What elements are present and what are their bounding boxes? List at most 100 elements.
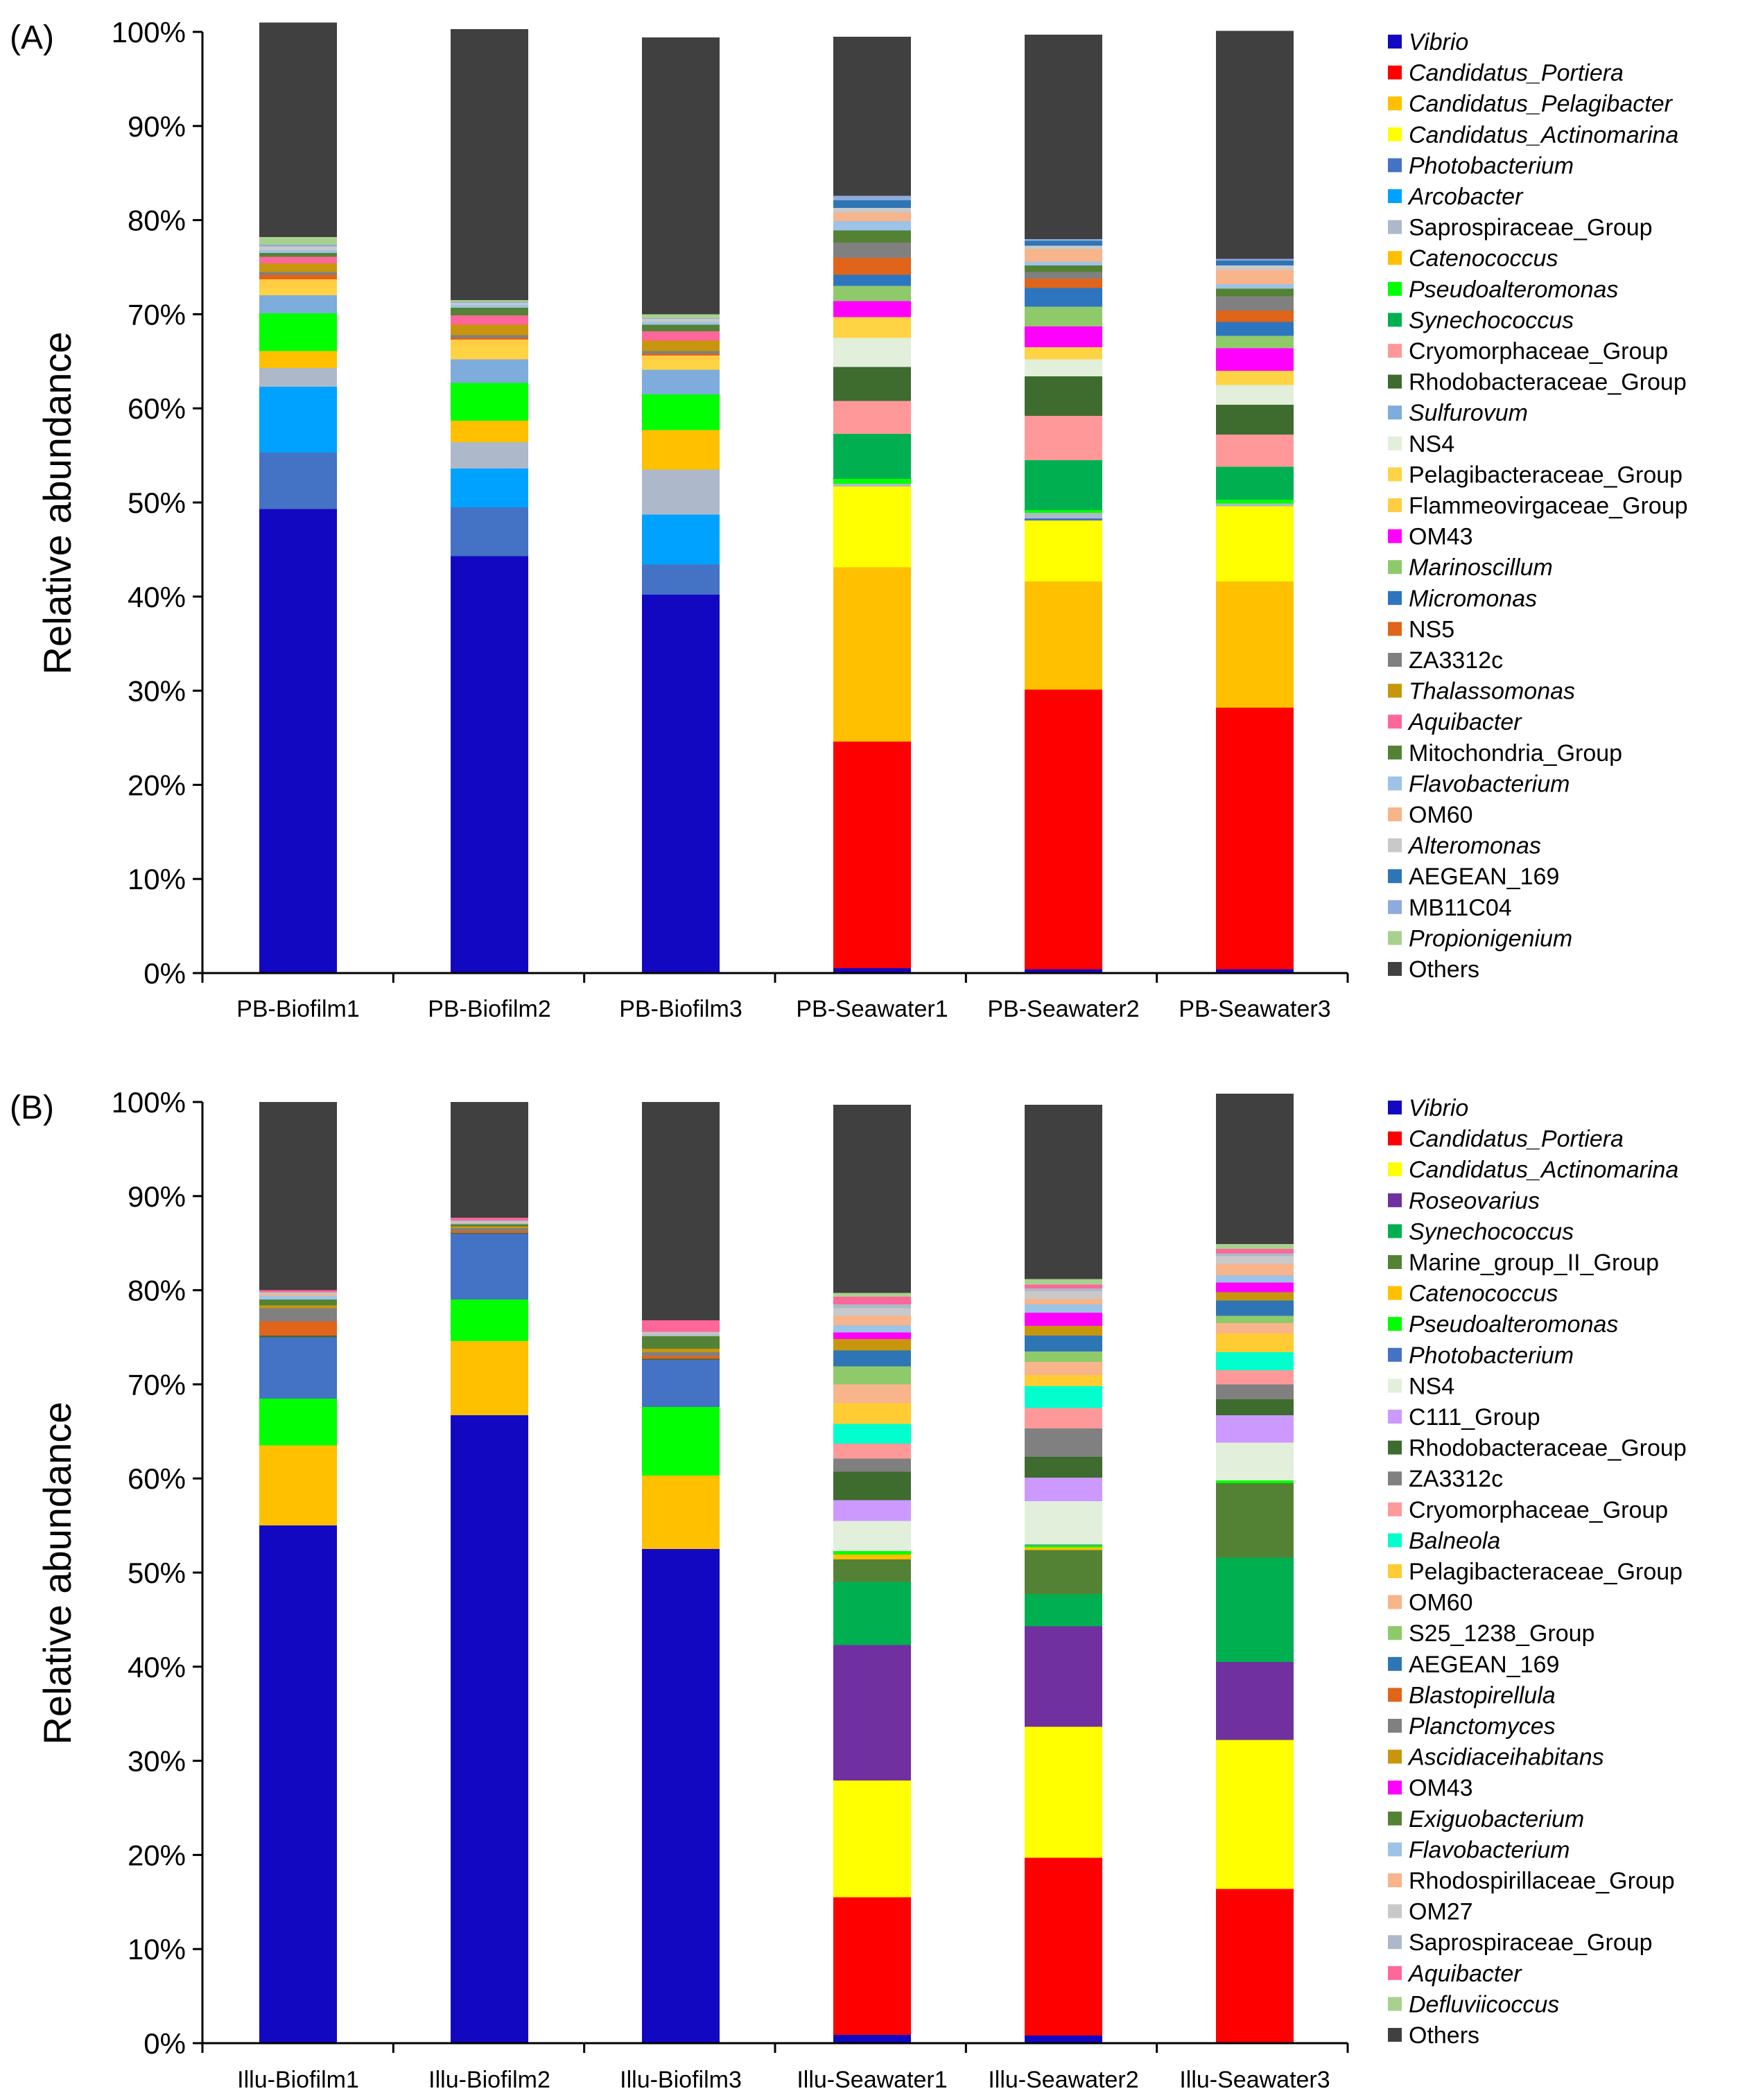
bar-segment <box>1216 1282 1294 1293</box>
bar-segment <box>451 1224 528 1227</box>
x-tick-label: PB-Seawater1 <box>796 996 948 1022</box>
y-tick-label: 40% <box>128 581 186 613</box>
x-tick-label: Illu-Seawater1 <box>797 2067 947 2093</box>
bar-segment <box>1216 499 1294 504</box>
legend-label: Balneola <box>1409 1528 1500 1554</box>
legend-swatch <box>1388 467 1402 482</box>
bar-segment <box>1025 1428 1102 1457</box>
bar-segment <box>1025 245 1102 250</box>
bar-segment <box>451 469 528 507</box>
x-tick-label: PB-Biofilm1 <box>236 996 360 1022</box>
bar-segment <box>1216 581 1294 708</box>
bar-segment <box>259 1308 337 1322</box>
legend-label: Pelagibacteraceae_Group <box>1409 462 1683 488</box>
bar-segment <box>642 1476 720 1550</box>
legend-label: MB11C04 <box>1409 895 1512 921</box>
y-tick-label: 70% <box>128 1368 186 1401</box>
bar-segment <box>1025 1547 1102 1550</box>
legend-swatch <box>1388 251 1402 265</box>
legend-swatch <box>1388 590 1402 605</box>
legend-item: Vibrio <box>1388 1095 1468 1121</box>
bar-segment <box>1216 1333 1294 1353</box>
bar-segment <box>1025 376 1102 417</box>
legend-label: OM60 <box>1409 802 1473 828</box>
legend-label: Cryomorphaceae_Group <box>1409 338 1668 365</box>
legend-swatch <box>1388 1811 1402 1826</box>
bar-segment <box>451 301 528 304</box>
bar-segment <box>642 1320 720 1332</box>
legend-label: Aquibacter <box>1407 709 1522 735</box>
bar-segment <box>1025 1386 1102 1408</box>
legend-label: Marinoscillum <box>1409 554 1553 581</box>
legend-swatch <box>1388 807 1402 821</box>
bar-segment <box>259 263 337 272</box>
chart-panel-2: (B) Relative abundance 0% 10% 20% 30% 40% 50% 60… <box>10 1086 1687 2093</box>
bar-segment <box>259 279 337 288</box>
bar-segment <box>1025 238 1102 241</box>
bar-segment <box>642 356 720 360</box>
bar-stack <box>1216 30 1294 973</box>
legend-item: Saprospiraceae_Group <box>1388 1930 1653 1956</box>
bar-stack <box>1216 1093 1294 2043</box>
bar-segment <box>451 507 528 557</box>
bar-segment <box>1216 1256 1294 1264</box>
bar-segment <box>833 1471 911 1500</box>
legend-item: Synechococcus <box>1388 307 1574 333</box>
legend-swatch <box>1388 1224 1402 1239</box>
y-tick-label: 10% <box>128 863 186 895</box>
legend-label: Candidatus_Pelagibacter <box>1409 91 1674 117</box>
legend-label: Vibrio <box>1409 29 1468 55</box>
bar-segment <box>833 1780 911 1898</box>
legend-item: Candidatus_Portiera <box>1388 60 1624 87</box>
legend-swatch <box>1388 1193 1402 1207</box>
legend-swatch <box>1388 1966 1402 1980</box>
legend-item: Roseovarius <box>1388 1188 1540 1214</box>
legend-label: Candidatus_Actinomarina <box>1409 122 1678 148</box>
legend-swatch <box>1388 1410 1402 1424</box>
legend-label: Pseudoalteromonas <box>1409 277 1618 303</box>
bar-segment <box>1216 435 1294 467</box>
bar-segment <box>1216 1384 1294 1400</box>
bar-segment <box>1025 1361 1102 1375</box>
bar-segment <box>642 331 720 341</box>
legend-label: Pelagibacteraceae_Group <box>1409 1559 1683 1585</box>
legend-swatch <box>1388 962 1402 976</box>
y-tick-label: 0% <box>144 2027 186 2060</box>
bar-segment <box>833 195 911 201</box>
bar-segment <box>642 514 720 565</box>
bar-segment <box>833 220 911 231</box>
legend-label: Flavobacterium <box>1409 1837 1570 1863</box>
y-tick-label: 50% <box>128 1557 186 1589</box>
legend-swatch <box>1388 1286 1402 1300</box>
legend-swatch <box>1388 1780 1402 1795</box>
bar-segment <box>833 968 911 973</box>
legend-label: Micromonas <box>1409 586 1537 612</box>
legend-label: Blastopirellula <box>1409 1682 1556 1708</box>
legend-item: Saprospiraceae_Group <box>1388 215 1653 241</box>
bar-segment <box>1025 1544 1102 1546</box>
x-tick-label: PB-Seawater3 <box>1179 996 1330 1022</box>
bar-segment <box>1025 240 1102 246</box>
bar-segment <box>833 1366 911 1385</box>
bar-segment <box>642 351 720 354</box>
bar-segment <box>1216 1889 1294 2043</box>
bar-segment <box>642 369 720 394</box>
legend-label: Thalassomonas <box>1409 679 1575 705</box>
bar-stack <box>833 1105 911 2043</box>
legend-item: S25_1238_Group <box>1388 1620 1594 1647</box>
bar-segment <box>642 1549 720 2043</box>
legend-swatch <box>1388 683 1402 698</box>
bar-segment <box>259 256 337 264</box>
legend-item: AEGEAN_169 <box>1388 864 1559 890</box>
bar-segment <box>451 28 528 301</box>
legend-swatch <box>1388 1688 1402 1702</box>
bar-segment <box>1216 1248 1294 1254</box>
legend-label: S25_1238_Group <box>1409 1620 1594 1647</box>
legend-label: Candidatus_Actinomarina <box>1409 1157 1678 1183</box>
bar-segment <box>1025 1326 1102 1336</box>
bar-segment <box>259 1292 337 1293</box>
legend-label: Catenococcus <box>1409 245 1558 272</box>
bar-segment <box>642 1333 720 1335</box>
bar-segment <box>259 1337 337 1399</box>
y-tick-label: 90% <box>128 1180 186 1213</box>
